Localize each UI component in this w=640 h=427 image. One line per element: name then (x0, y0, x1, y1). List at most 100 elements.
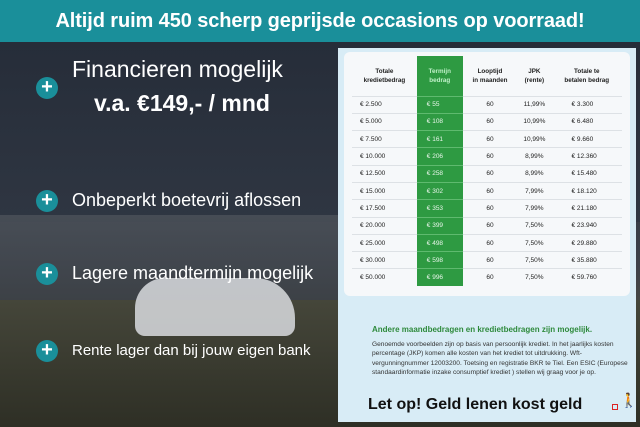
column-header-line: kredietbedrag (363, 76, 406, 84)
finance-panel: Totale kredietbedrag Termijn bedrag Looptijd… (338, 48, 636, 422)
table-cell: 60 (462, 181, 518, 200)
column-header-line: in maanden (472, 76, 508, 84)
table-cell: € 598 (416, 251, 463, 269)
column-header: Looptijd in maanden (463, 56, 517, 96)
table-cell: € 3.300 (551, 95, 622, 114)
table-cell: 7,50% (517, 268, 552, 287)
table-row: € 15.000 € 302 60 7,99% € 18.120 (352, 181, 622, 200)
table-cell: € 21.180 (551, 199, 622, 218)
table-cell: 60 (462, 95, 518, 114)
table-cell: € 17.500 (352, 199, 417, 218)
table-cell: € 161 (416, 130, 463, 148)
table-row: € 20.000 € 399 60 7,50% € 23.940 (352, 216, 622, 235)
table-cell: 8,99% (517, 164, 552, 183)
table-cell: 60 (462, 112, 518, 131)
table-cell: € 302 (416, 181, 463, 200)
table-cell: € 498 (416, 233, 463, 252)
table-cell: € 206 (416, 147, 463, 166)
table-row: € 50.000 € 996 60 7,50% € 59.760 (352, 268, 622, 287)
table-row: € 7.500 € 161 60 10,99% € 9.660 (352, 130, 622, 148)
column-header: Totale te betalen bedrag (552, 56, 623, 96)
table-cell: € 10.000 (352, 147, 417, 166)
table-cell: € 12.500 (352, 164, 417, 183)
plus-icon: + (36, 263, 58, 285)
header-banner: Altijd ruim 450 scherp geprijsde occasio… (0, 0, 640, 42)
plus-icon: + (36, 190, 58, 212)
table-cell: 60 (462, 164, 518, 183)
table-row: € 17.500 € 353 60 7,99% € 21.180 (352, 199, 622, 218)
table-cell: 60 (462, 233, 518, 252)
feature-financing-price: v.a. €149,- / mnd (94, 90, 270, 116)
table-row: € 2.500 € 55 60 11,99% € 3.300 (352, 95, 622, 114)
note-title: Andere maandbedragen en kredietbedragen … (372, 325, 593, 334)
column-header-line: (rente) (524, 76, 545, 84)
table-cell: € 108 (416, 112, 463, 131)
table-cell: 7,50% (517, 251, 552, 269)
feature-financing: Financieren mogelijk (72, 56, 283, 82)
table-cell: € 35.880 (551, 251, 622, 269)
table-cell: € 30.000 (352, 251, 417, 269)
walking-person-icon: 🚶 (620, 392, 638, 408)
table-row: € 5.000 € 108 60 10,99% € 6.480 (352, 112, 622, 131)
table-cell: € 2.500 (352, 95, 417, 114)
column-header: JPK (rente) (517, 56, 551, 96)
table-cell: € 5.000 (352, 112, 417, 131)
table-cell: 60 (462, 268, 518, 287)
table-cell: 60 (462, 147, 518, 166)
column-header-line: betalen bedrag (564, 76, 610, 84)
table-cell: € 353 (416, 199, 463, 218)
finance-table-card: Totale kredietbedrag Termijn bedrag Looptijd… (344, 52, 630, 296)
feature-rate: Rente lager dan bij jouw eigen bank (72, 342, 311, 359)
table-row: € 12.500 € 258 60 8,99% € 15.480 (352, 164, 622, 183)
table-row: € 25.000 € 498 60 7,50% € 29.880 (352, 233, 622, 252)
plus-icon: + (36, 340, 58, 362)
table-cell: € 23.940 (551, 216, 622, 235)
table-cell: 7,99% (517, 199, 552, 218)
feature-lower-term: Lagere maandtermijn mogelijk (72, 263, 314, 283)
table-cell: 7,99% (517, 181, 552, 200)
table-cell: 60 (462, 216, 518, 235)
column-header-line: Totale te (574, 67, 600, 75)
table-cell: € 20.000 (352, 216, 417, 235)
table-cell: 7,50% (517, 233, 552, 252)
table-cell: 11,99% (517, 95, 552, 114)
table-row: € 30.000 € 598 60 7,50% € 35.880 (352, 251, 622, 269)
column-header-line: Totale (375, 67, 394, 75)
table-cell: € 55 (416, 95, 463, 114)
table-cell: € 50.000 (352, 268, 417, 287)
table-cell: 60 (462, 251, 518, 269)
column-header-line: Looptijd (477, 67, 503, 75)
car-image (135, 278, 295, 336)
table-cell: € 29.880 (551, 233, 622, 252)
column-header-line: bedrag (429, 76, 451, 84)
table-cell: 60 (462, 199, 518, 218)
table-cell: € 15.480 (551, 164, 622, 183)
table-cell: € 399 (416, 216, 463, 235)
warning-text: Let op! Geld lenen kost geld (368, 396, 583, 413)
table-cell: € 996 (416, 268, 463, 287)
feature-repay: Onbeperkt boetevrij aflossen (72, 190, 302, 210)
table-cell: € 9.660 (551, 130, 622, 148)
table-cell: € 12.360 (551, 147, 622, 166)
column-header: Totale kredietbedrag (352, 56, 417, 96)
table-row: € 10.000 € 206 60 8,99% € 12.360 (352, 147, 622, 166)
table-cell: 10,99% (517, 130, 552, 148)
table-cell: € 15.000 (352, 181, 417, 200)
table-cell: 7,50% (517, 216, 552, 235)
column-header: Termijn bedrag (416, 56, 463, 96)
table-cell: € 7.500 (352, 130, 417, 148)
table-cell: 10,99% (517, 112, 552, 131)
table-cell: € 258 (416, 164, 463, 183)
column-header-line: JPK (528, 67, 541, 75)
table-cell: € 25.000 (352, 233, 417, 252)
note-body: Genoemde voorbeelden zijn op basis van p… (372, 341, 628, 377)
table-cell: 8,99% (517, 147, 552, 166)
column-header-line: Termijn (428, 67, 451, 75)
finance-table: Totale kredietbedrag Termijn bedrag Looptijd… (352, 56, 623, 287)
table-cell: € 18.120 (551, 181, 622, 200)
ball-chain-icon (612, 404, 618, 410)
table-cell: € 6.480 (551, 112, 622, 131)
plus-icon: + (36, 77, 58, 99)
table-cell: 60 (462, 130, 518, 148)
table-cell: € 59.760 (551, 268, 622, 287)
